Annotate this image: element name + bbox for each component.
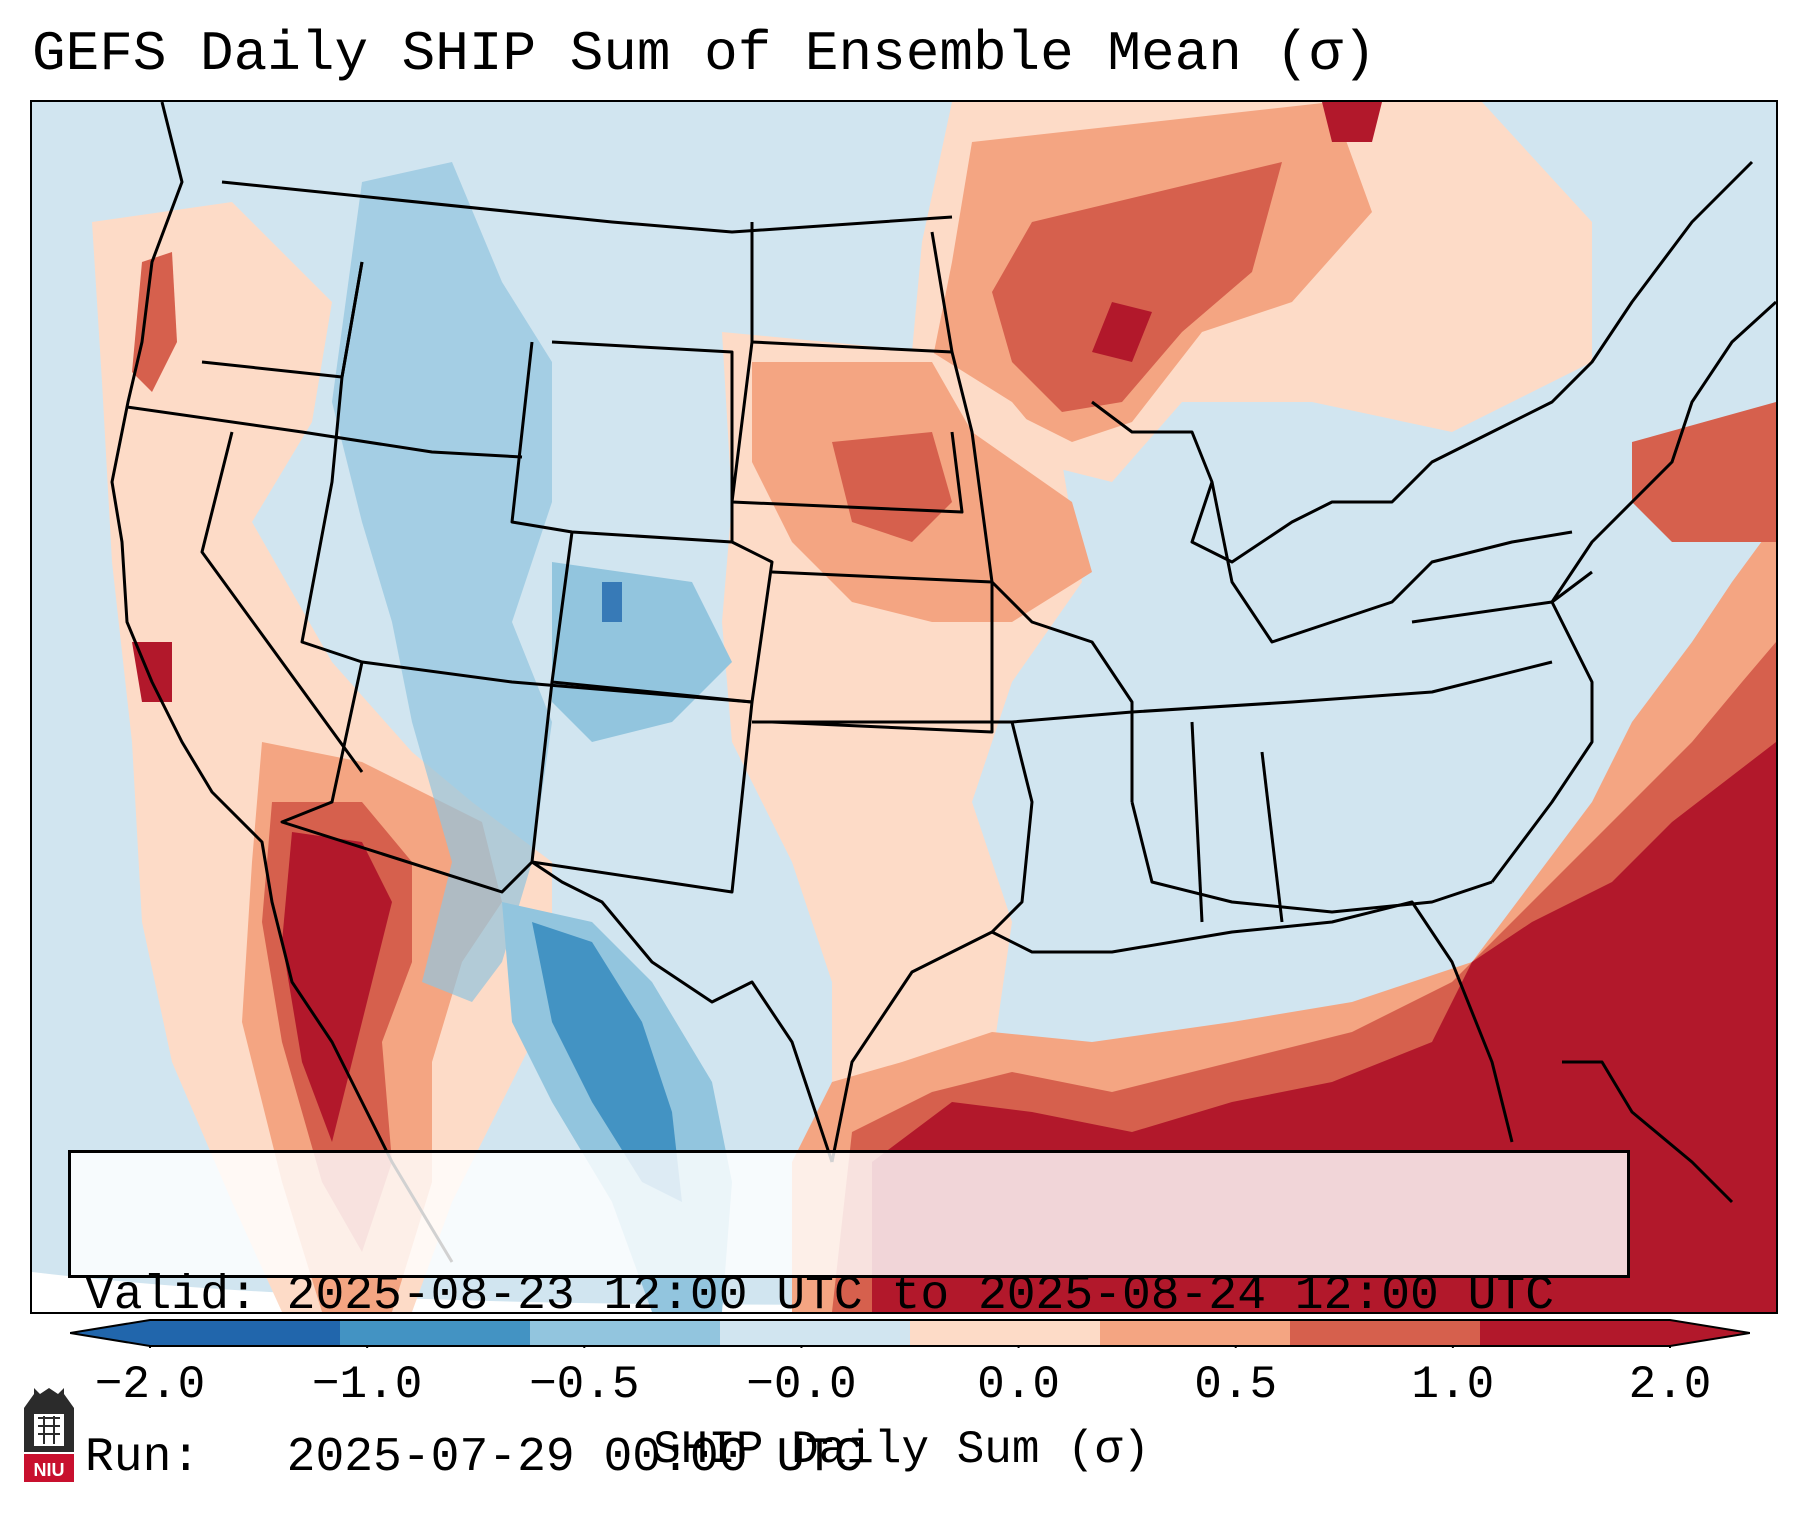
border-ms <box>1190 721 1204 923</box>
caribbean-islands <box>1562 1060 1734 1204</box>
border-az <box>280 661 534 894</box>
colorbar-extend-low <box>70 1320 150 1346</box>
border-mississippi <box>950 351 1134 802</box>
west-coastline <box>110 102 454 1263</box>
colorbar-segment <box>1480 1320 1671 1346</box>
great-lakes-border <box>1091 160 1754 564</box>
field-anomaly-cool-4 <box>532 922 682 1202</box>
border-ca-nv <box>200 431 364 773</box>
colorbar-segment <box>150 1320 341 1346</box>
field-anomaly-cool-5 <box>602 582 622 622</box>
colorbar-segment <box>910 1320 1101 1346</box>
border-or-ca-nv <box>126 405 523 459</box>
field-anomaly-plains-3 <box>832 432 952 542</box>
colorbar-label: SHIP Daily Sum (σ) <box>653 1424 1150 1476</box>
gulf-coastline <box>991 900 1514 1143</box>
colorbar-tick-label: 2.0 <box>1628 1359 1712 1411</box>
valid-time-text: Valid: 2025-08-23 12:00 UTC to 2025-08-2… <box>85 1269 1555 1323</box>
colorbar-tick-label: 0.5 <box>1194 1359 1278 1411</box>
chart-title: GEFS Daily SHIP Sum of Ensemble Mean (σ) <box>32 22 1377 86</box>
field-anomaly-warm-5 <box>1092 302 1152 362</box>
east-coastline <box>1490 300 1776 883</box>
border-pa <box>1411 570 1593 624</box>
colorbar-tick-label: −0.5 <box>529 1359 640 1411</box>
border-interior-west <box>300 261 753 704</box>
border-tx-mexico <box>531 860 834 1163</box>
border-tn-nc-north <box>1011 660 1553 724</box>
niu-logo: NIU <box>24 1388 74 1482</box>
map-panel <box>30 100 1778 1314</box>
map-outlines <box>110 102 1776 1263</box>
field-anomaly-coast-1 <box>132 252 177 392</box>
border-south <box>1130 801 1493 914</box>
field-anomaly-ne <box>1632 402 1776 542</box>
valid-run-info-box: Valid: 2025-08-23 12:00 UTC to 2025-08-2… <box>68 1150 1630 1485</box>
colorbar-segment <box>340 1320 531 1346</box>
colorbar-segment <box>1100 1320 1291 1346</box>
colorbar-extend-high <box>1670 1320 1750 1346</box>
border-ohio-valley <box>1210 481 1573 644</box>
border-sd-ne <box>730 341 964 514</box>
colorbar-segment <box>720 1320 911 1346</box>
colorbar-segment <box>1290 1320 1481 1346</box>
colorbar-segments <box>150 1320 1671 1346</box>
border-al <box>1260 751 1284 923</box>
colorbar-tick-label: −2.0 <box>94 1359 206 1411</box>
colorbar-segment <box>530 1320 721 1346</box>
colorbar-tick-label: 0.0 <box>977 1359 1060 1411</box>
run-time-text: Run: 2025-07-29 00:00 UTC <box>85 1431 863 1485</box>
colorbar <box>70 1319 1750 1348</box>
field-anomaly-cool-1 <box>332 162 552 1002</box>
field-anomaly-west-4 <box>282 832 392 1142</box>
colorbar-tick-label: −0.0 <box>746 1359 857 1411</box>
colorbar-outline <box>70 1319 1750 1347</box>
map-canvas <box>32 102 1776 1312</box>
field-anomaly-warm-3 <box>992 162 1282 412</box>
field-anomaly-warm-4 <box>1322 102 1382 142</box>
border-canada <box>221 180 953 234</box>
border-ks-ok <box>771 570 994 734</box>
border-nd <box>750 222 954 354</box>
logo-text: NIU <box>34 1460 65 1480</box>
colorbar-tick-label: 1.0 <box>1411 1359 1495 1411</box>
border-nm <box>530 681 754 894</box>
border-tx-east <box>752 720 1034 1163</box>
colorbar-tick-label: −1.0 <box>311 1359 423 1411</box>
border-wy <box>510 340 734 544</box>
